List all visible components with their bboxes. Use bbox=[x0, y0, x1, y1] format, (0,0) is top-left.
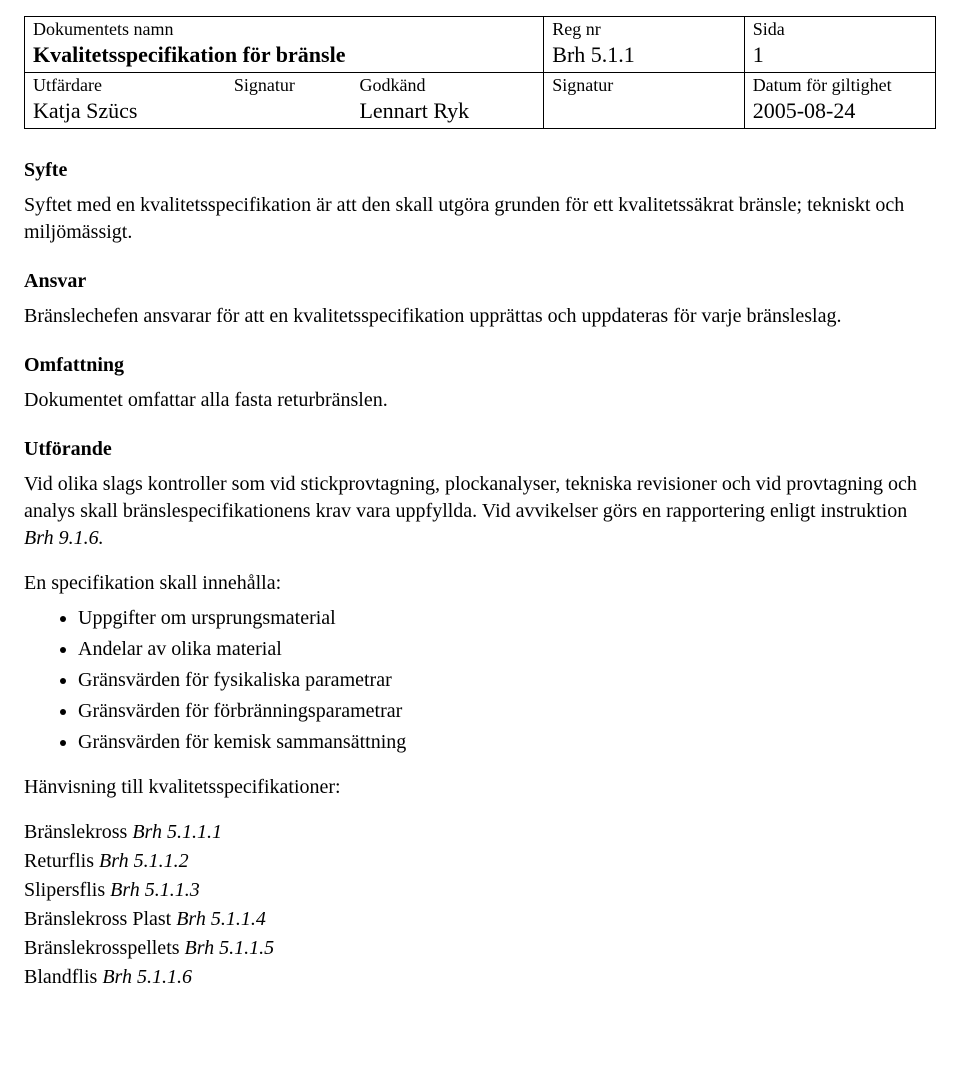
value-approved: Lennart Ryk bbox=[359, 97, 535, 125]
reference-code: Brh 5.1.1.5 bbox=[185, 937, 275, 959]
label-valid-date: Datum för giltighet bbox=[753, 75, 927, 97]
reference-item: Returflis Brh 5.1.1.2 bbox=[24, 848, 936, 875]
value-page: 1 bbox=[753, 41, 927, 69]
reference-code: Brh 5.1.1.4 bbox=[176, 908, 266, 930]
document-header-table: Dokumentets namn Kvalitetsspecifikation … bbox=[24, 16, 936, 129]
value-reg-nr: Brh 5.1.1 bbox=[552, 41, 735, 69]
reference-list: Bränslekross Brh 5.1.1.1 Returflis Brh 5… bbox=[24, 819, 936, 991]
heading-omfattning: Omfattning bbox=[24, 352, 936, 379]
text-omfattning: Dokumentet omfattar alla fasta returbrän… bbox=[24, 387, 936, 414]
heading-ansvar: Ansvar bbox=[24, 268, 936, 295]
text-ansvar: Bränslechefen ansvarar för att en kvalit… bbox=[24, 303, 936, 330]
value-author: Katja Szücs bbox=[33, 97, 234, 125]
list-item: Gränsvärden för kemisk sammansättning bbox=[78, 729, 936, 756]
reference-name: Bränslekross Plast bbox=[24, 908, 176, 930]
heading-syfte: Syfte bbox=[24, 157, 936, 184]
value-doc-name: Kvalitetsspecifikation för bränsle bbox=[33, 41, 535, 69]
reference-item: Blandflis Brh 5.1.1.6 bbox=[24, 964, 936, 991]
list-item: Gränsvärden för fysikaliska parametrar bbox=[78, 667, 936, 694]
value-valid-date: 2005-08-24 bbox=[753, 97, 927, 125]
reference-name: Slipersflis bbox=[24, 879, 110, 901]
text-utforande: Vid olika slags kontroller som vid stick… bbox=[24, 471, 936, 552]
label-signature2: Signatur bbox=[552, 75, 735, 97]
reference-item: Bränslekross Plast Brh 5.1.1.4 bbox=[24, 906, 936, 933]
reference-name: Bränslekrosspellets bbox=[24, 937, 185, 959]
text-spec-intro: En specifikation skall innehålla: bbox=[24, 570, 936, 597]
reference-name: Blandflis bbox=[24, 966, 102, 988]
reference-code: Brh 5.1.1.3 bbox=[110, 879, 200, 901]
text-utforande-ref: Brh 9.1.6. bbox=[24, 527, 104, 549]
spec-bullet-list: Uppgifter om ursprungsmaterial Andelar a… bbox=[78, 605, 936, 756]
reference-name: Bränslekross bbox=[24, 821, 132, 843]
heading-utforande: Utförande bbox=[24, 436, 936, 463]
heading-hanvisning: Hänvisning till kvalitetsspecifikationer… bbox=[24, 774, 936, 801]
label-doc-name: Dokumentets namn bbox=[33, 19, 535, 41]
reference-code: Brh 5.1.1.1 bbox=[132, 821, 222, 843]
reference-item: Bränslekross Brh 5.1.1.1 bbox=[24, 819, 936, 846]
reference-code: Brh 5.1.1.6 bbox=[102, 966, 192, 988]
list-item: Andelar av olika material bbox=[78, 636, 936, 663]
reference-item: Slipersflis Brh 5.1.1.3 bbox=[24, 877, 936, 904]
label-approved: Godkänd bbox=[359, 75, 535, 97]
label-reg-nr: Reg nr bbox=[552, 19, 735, 41]
reference-item: Bränslekrosspellets Brh 5.1.1.5 bbox=[24, 935, 936, 962]
text-syfte: Syftet med en kvalitetsspecifikation är … bbox=[24, 192, 936, 246]
label-page: Sida bbox=[753, 19, 927, 41]
reference-name: Returflis bbox=[24, 850, 99, 872]
list-item: Uppgifter om ursprungsmaterial bbox=[78, 605, 936, 632]
label-signature1: Signatur bbox=[234, 75, 360, 97]
text-utforande-pre: Vid olika slags kontroller som vid stick… bbox=[24, 473, 917, 522]
label-author: Utfärdare bbox=[33, 75, 234, 97]
reference-code: Brh 5.1.1.2 bbox=[99, 850, 189, 872]
list-item: Gränsvärden för förbränningsparametrar bbox=[78, 698, 936, 725]
